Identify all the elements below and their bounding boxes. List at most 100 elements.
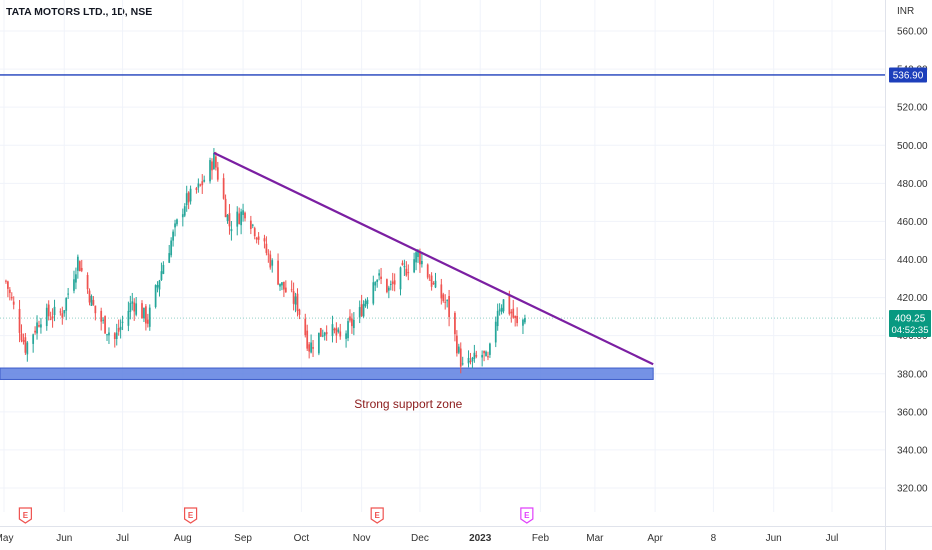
candle-body — [498, 309, 501, 311]
y-tick-label: 320.00 — [897, 484, 928, 495]
y-tick-label: 480.00 — [897, 179, 928, 190]
candle-body — [345, 333, 347, 339]
candle-body — [189, 188, 192, 202]
support-zone[interactable] — [0, 367, 654, 380]
candle-body — [376, 279, 379, 282]
x-tick-label: Sep — [234, 533, 252, 544]
candle-body — [372, 282, 375, 304]
candle-body — [360, 304, 363, 316]
candle-body — [364, 300, 367, 307]
candle-body — [446, 300, 449, 302]
x-tick-label: Feb — [532, 533, 550, 544]
candle-body — [426, 264, 429, 278]
candle-body — [145, 306, 147, 324]
candle-body — [133, 302, 136, 312]
candle-body — [228, 213, 231, 227]
candle-body — [294, 296, 297, 305]
candle-body — [415, 252, 417, 263]
candle-body — [104, 316, 106, 334]
candle-body — [10, 296, 13, 299]
candle-body — [380, 276, 382, 279]
candle-body — [187, 192, 190, 203]
candle-body — [244, 212, 246, 219]
candle-body — [216, 167, 219, 180]
candle-body — [310, 342, 312, 353]
candle-body — [20, 333, 23, 341]
candle-body — [444, 301, 447, 303]
x-tick-label: Jun — [56, 533, 72, 544]
candle-body — [238, 213, 241, 224]
candle-body — [209, 160, 211, 182]
candle-body — [213, 153, 215, 170]
last-price-label: 409.25 — [895, 314, 926, 325]
candle-body — [170, 240, 173, 256]
annotation-text[interactable]: Strong support zone — [354, 397, 462, 411]
candle-body — [146, 319, 149, 324]
candle-body — [335, 327, 338, 336]
earnings-event-label: E — [524, 511, 530, 520]
candle-body — [455, 335, 458, 354]
candle-body — [253, 228, 256, 237]
candle-body — [172, 231, 174, 241]
candle-body — [36, 322, 38, 334]
candle-body — [469, 360, 472, 362]
candle-body — [100, 310, 103, 322]
candle-body — [40, 324, 42, 328]
x-tick-label: Jun — [766, 533, 782, 544]
candle-body — [421, 260, 423, 265]
candle-body — [339, 331, 342, 337]
candle-body — [174, 223, 176, 228]
earnings-event-marker[interactable] — [18, 507, 32, 524]
candle-body — [135, 303, 138, 315]
x-tick-label: Dec — [411, 533, 429, 544]
candle-body — [502, 299, 505, 312]
candle-body — [18, 308, 21, 333]
candle-body — [131, 301, 134, 304]
earnings-event-marker[interactable] — [520, 507, 534, 524]
candle-body — [351, 318, 353, 327]
candle-body — [236, 211, 239, 227]
candle-body — [197, 183, 200, 188]
earnings-event-marker[interactable] — [183, 507, 198, 524]
candle-body — [471, 357, 474, 362]
candle-body — [242, 210, 244, 215]
trendline[interactable] — [213, 151, 654, 366]
candle-body — [323, 332, 326, 336]
candle-body — [496, 310, 499, 327]
earnings-event-label: E — [23, 511, 29, 520]
candle-body — [263, 238, 266, 242]
candle-body — [240, 211, 243, 226]
x-tick-label: Oct — [294, 533, 310, 544]
candle-body — [508, 294, 511, 314]
chart-title: TATA MOTORS LTD., 1D, NSE — [6, 6, 153, 18]
candle-body — [325, 332, 328, 335]
candle-body — [331, 324, 334, 337]
candle-body — [298, 309, 301, 315]
candle-body — [321, 335, 324, 337]
y-tick-label: 420.00 — [897, 293, 928, 304]
candle-body — [457, 346, 460, 353]
candle-body — [12, 301, 15, 305]
candle-body — [389, 283, 392, 285]
candle-body — [306, 330, 309, 349]
earnings-event-label: E — [188, 511, 194, 520]
candle-body — [78, 261, 81, 272]
candle-body — [108, 332, 110, 336]
bar-countdown-label: 04:52:35 — [892, 325, 929, 336]
candle-body — [7, 281, 9, 289]
y-tick-label: 340.00 — [897, 445, 928, 456]
candle-body — [183, 206, 186, 216]
candle-body — [61, 313, 64, 318]
candle-body — [428, 279, 431, 281]
candle-body — [45, 307, 48, 327]
candle-body — [141, 303, 143, 319]
candle-body — [199, 184, 202, 186]
candle-body — [51, 316, 54, 319]
candle-body — [279, 283, 281, 287]
earnings-event-marker[interactable] — [370, 507, 384, 524]
candle-body — [214, 156, 217, 168]
candle-body — [387, 287, 390, 291]
candle-body — [121, 321, 124, 323]
candle-body — [296, 293, 299, 311]
